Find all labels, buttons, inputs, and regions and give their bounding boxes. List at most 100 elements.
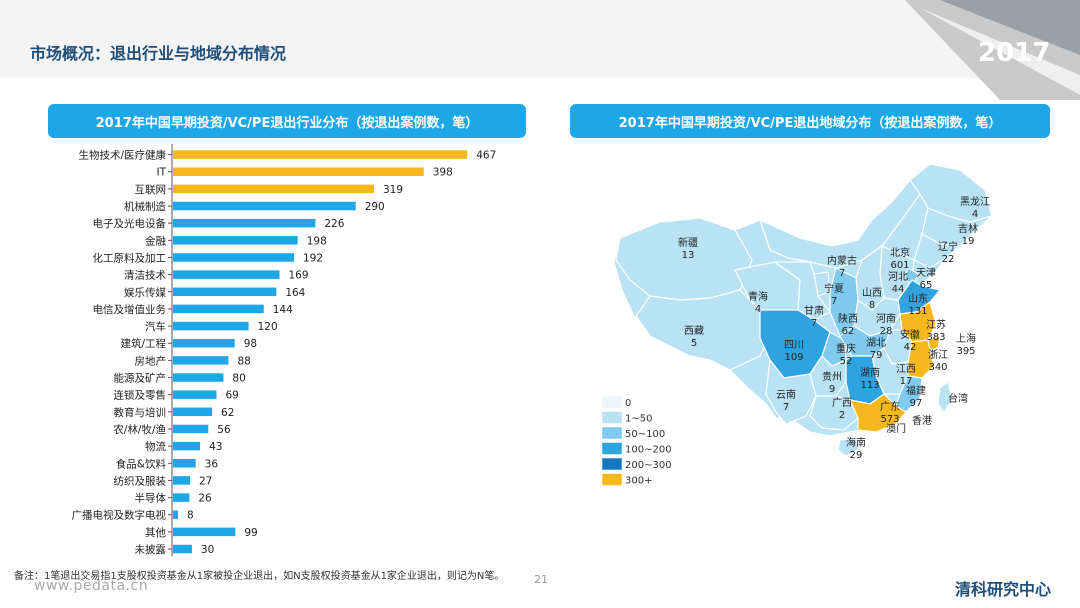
map-region-value: 131 (908, 306, 927, 317)
map-region-value: 7 (831, 296, 837, 307)
map-region-value: 29 (850, 450, 863, 461)
map-region-value: 8 (869, 300, 875, 311)
map-region-value: 4 (755, 304, 761, 315)
map-region-name: 海南 (846, 436, 866, 449)
map-region-value: 9 (829, 384, 835, 395)
map-region-name: 吉林 (958, 222, 978, 235)
legend-swatch (601, 395, 623, 409)
map-region-heilongjiang (909, 163, 993, 223)
map-region-value: 601 (890, 260, 909, 271)
bar-category-label: 生物技术/医疗健康 (78, 149, 166, 162)
bar (173, 304, 264, 314)
bar-category-label: 连锁及零售 (114, 389, 167, 402)
bar (173, 356, 229, 365)
map-region-name: 江苏 (926, 318, 946, 331)
website-link[interactable]: www.pedata.cn (34, 578, 149, 594)
map-region-name: 湖南 (860, 366, 880, 379)
legend-swatch (601, 442, 623, 455)
map-region-value: 44 (892, 284, 905, 295)
bar-category-label: 未披露 (135, 543, 167, 556)
map-region-name: 上海 (956, 332, 976, 345)
bar-value-label: 69 (225, 390, 238, 402)
map-region-name: 河南 (876, 312, 896, 325)
bar-value-label: 56 (217, 424, 231, 436)
industry-bar-chart: 生物技术/医疗健康 467 IT 398 互联网 319 机械制造 290 电子及光电设备 226… (72, 144, 496, 556)
map-region-value: 79 (870, 350, 883, 361)
legend-label: 50~100 (625, 429, 665, 440)
map-region-name: 广东 (880, 400, 900, 413)
bar-value-label: 27 (199, 475, 212, 487)
bar-category-label: 能源及矿产 (114, 372, 167, 385)
map-region-value: 2 (839, 410, 845, 421)
map-region-name: 天津 (916, 267, 936, 279)
bar-category-label: 电子及光电设备 (93, 217, 167, 230)
bar (173, 390, 217, 399)
map-region-name: 陕西 (838, 312, 858, 325)
map-region-guangxi (809, 395, 859, 431)
bar-value-label: 198 (307, 235, 327, 247)
bar-category-label: 房地产 (135, 354, 167, 367)
bar (173, 338, 235, 348)
map-region-name: 宁夏 (824, 282, 844, 295)
legend-label: 200~300 (625, 460, 672, 471)
bar (173, 527, 236, 537)
bar-value-label: 62 (221, 407, 234, 419)
map-region-value: 113 (860, 380, 879, 391)
map-labels: 黑龙江4吉林19辽宁22新疆13内蒙古7北京601河北44天津65山西8山东13… (678, 195, 990, 461)
map-region-value: 573 (880, 414, 899, 425)
bar (173, 459, 196, 468)
map-region-name: 内蒙古 (827, 254, 857, 267)
bar-category-label: 化工原料及加工 (93, 251, 167, 264)
corner-decoration (905, 0, 1080, 100)
bar-chart-title: 2017年中国早期投资/VC/PE退出行业分布（按退出案例数，笔） (48, 104, 526, 138)
bar-category-label: 汽车 (145, 320, 166, 333)
map-region-value: 19 (962, 236, 975, 247)
bar (173, 407, 213, 417)
map-region-value: 13 (682, 250, 695, 261)
bar-value-label: 98 (244, 338, 257, 350)
china-map: 黑龙江4吉林19辽宁22新疆13内蒙古7北京601河北44天津65山西8山东13… (601, 163, 993, 487)
map-region-value: 340 (928, 362, 947, 373)
map-region-name: 辽宁 (938, 240, 958, 253)
bar-value-label: 36 (205, 458, 219, 470)
bar (173, 321, 249, 331)
map-region-name: 青海 (748, 290, 768, 303)
bar (173, 493, 190, 502)
map-title: 2017年中国早期投资/VC/PE退出地域分布（按退出案例数，笔） (570, 104, 1050, 138)
bar-value-label: 144 (273, 304, 293, 316)
legend-label: 100~200 (625, 445, 672, 456)
map-region-value: 7 (839, 268, 845, 279)
bar-category-label: 半导体 (135, 492, 167, 505)
map-region-value: 28 (880, 326, 893, 337)
footnote: 备注：1笔退出交易指1支股权投资基金从1家被投企业退出，如N支股权投资基金从1家… (14, 571, 505, 582)
bar-category-label: IT (156, 167, 166, 179)
page-number: 21 (534, 573, 548, 586)
bar-value-label: 169 (288, 270, 308, 282)
map-region-name: 重庆 (836, 342, 856, 355)
map-region-name: 福建 (906, 384, 926, 397)
map-region-name: 台湾 (948, 392, 968, 405)
map-region-hainan (837, 437, 859, 457)
bar-category-label: 其他 (145, 526, 166, 539)
bar-value-label: 26 (198, 493, 212, 505)
map-region-value: 62 (842, 326, 855, 337)
bar-value-label: 467 (476, 150, 496, 162)
bar-category-label: 物流 (145, 440, 166, 453)
bar-category-label: 金融 (145, 234, 166, 247)
map-region-guangdong (848, 393, 907, 433)
map-region-name: 澳门 (886, 422, 906, 435)
bar-category-label: 清洁技术 (124, 269, 166, 282)
map-region-value: 65 (920, 280, 933, 291)
map-region-value: 395 (956, 346, 975, 357)
map-region-name: 湖北 (866, 337, 886, 349)
bar (173, 253, 294, 262)
map-region-name: 江西 (896, 363, 916, 375)
map-region-value: 97 (910, 398, 923, 409)
map-shapes (613, 163, 993, 457)
bar (173, 236, 298, 245)
bar-value-label: 30 (201, 544, 214, 556)
legend-swatch (601, 473, 623, 486)
legend-swatch (601, 426, 623, 440)
bar (173, 167, 424, 176)
map-region-name: 西藏 (684, 325, 704, 337)
